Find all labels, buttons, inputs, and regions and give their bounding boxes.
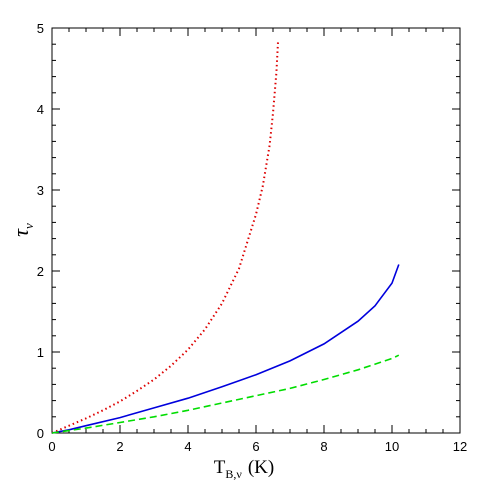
y-tick-label: 0 [37, 426, 44, 441]
y-tick-label: 5 [37, 21, 44, 36]
x-axis-title: TB,ν (K) [214, 457, 274, 481]
series-layer [51, 40, 400, 434]
y-tick-label: 3 [37, 183, 44, 198]
x-axis-subscript: B,ν [225, 467, 242, 481]
x-tick-label: 6 [252, 439, 259, 454]
x-axis-symbol: T [214, 457, 226, 478]
y-tick-label: 1 [37, 345, 44, 360]
y-tick-label: 2 [37, 264, 44, 279]
x-tick-label: 4 [184, 439, 191, 454]
y-axis-symbol: τ [8, 228, 33, 237]
x-tick-label: 10 [385, 439, 399, 454]
x-tick-label: 2 [116, 439, 123, 454]
y-axis-subscript: ν [21, 223, 36, 229]
x-tick-label: 8 [320, 439, 327, 454]
series-line-dotted [51, 40, 280, 434]
plot-frame [51, 27, 461, 434]
x-axis-unit: (K) [248, 457, 274, 478]
y-tick-label: 4 [37, 102, 44, 117]
series-line-solid [51, 264, 400, 434]
series-line-dashed [51, 354, 400, 434]
y-axis-title: τν [8, 223, 36, 237]
x-tick-label: 12 [453, 439, 467, 454]
x-tick-label: 0 [48, 439, 55, 454]
